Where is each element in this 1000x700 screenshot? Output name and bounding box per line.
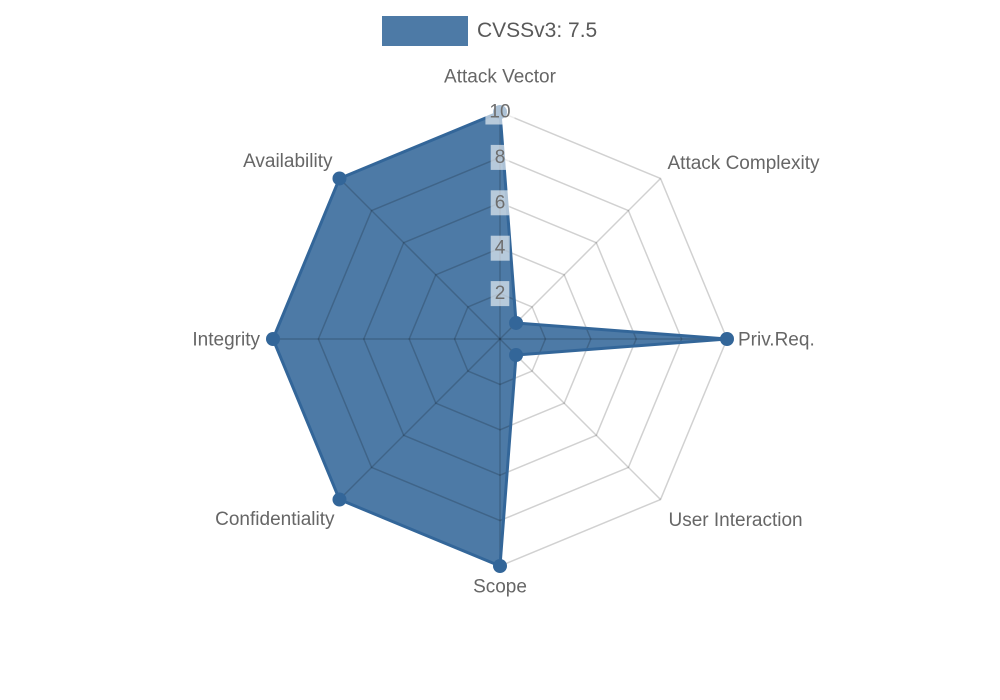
data-point-integrity[interactable] xyxy=(266,332,280,346)
tick-backdrop-4 xyxy=(490,235,510,261)
data-point-attack-complexity[interactable] xyxy=(509,315,524,330)
axis-spoke-attack-complexity xyxy=(499,177,662,340)
grid-ring-4 xyxy=(408,247,592,431)
grid-ring-2 xyxy=(453,292,547,386)
data-polygon-fill xyxy=(273,112,727,566)
tick-backdrop-8 xyxy=(490,144,510,170)
axis-label-confidentiality: Confidentiality xyxy=(215,509,335,530)
legend-swatch xyxy=(382,16,468,46)
axis-label-user-interaction: User Interaction xyxy=(669,510,803,531)
tick-label-6: 6 xyxy=(495,192,506,213)
data-point-availability[interactable] xyxy=(332,171,347,186)
tick-backdrop-2 xyxy=(490,281,510,307)
legend[interactable]: CVSSv3: 7.5 xyxy=(382,16,597,46)
tick-backdrop-10 xyxy=(485,99,515,125)
axis-label-attack-vector: Attack Vector xyxy=(444,67,557,88)
legend-label: CVSSv3: 7.5 xyxy=(477,19,598,42)
grid-ring-6 xyxy=(362,201,638,477)
axis-label-integrity: Integrity xyxy=(192,330,260,351)
axis-label-attack-complexity: Attack Complexity xyxy=(668,153,821,174)
grid-ring-8 xyxy=(317,156,683,522)
data-point-user-interaction[interactable] xyxy=(509,348,524,363)
axis-spoke-availability xyxy=(338,177,501,340)
tick-backdrop-6 xyxy=(490,190,510,216)
data-point-scope[interactable] xyxy=(493,559,507,573)
axis-spoke-confidentiality xyxy=(338,338,501,501)
data-point-confidentiality[interactable] xyxy=(332,492,347,507)
tick-label-2: 2 xyxy=(495,283,506,304)
tick-label-8: 8 xyxy=(495,147,506,168)
axis-spoke-user-interaction xyxy=(499,338,662,501)
axis-label-priv-req: Priv.Req. xyxy=(738,330,815,351)
axis-label-scope: Scope xyxy=(473,577,527,598)
axis-label-availability: Availability xyxy=(243,151,333,172)
data-point-priv-req[interactable] xyxy=(720,332,734,346)
tick-label-10: 10 xyxy=(489,102,510,123)
tick-label-4: 4 xyxy=(495,238,506,259)
